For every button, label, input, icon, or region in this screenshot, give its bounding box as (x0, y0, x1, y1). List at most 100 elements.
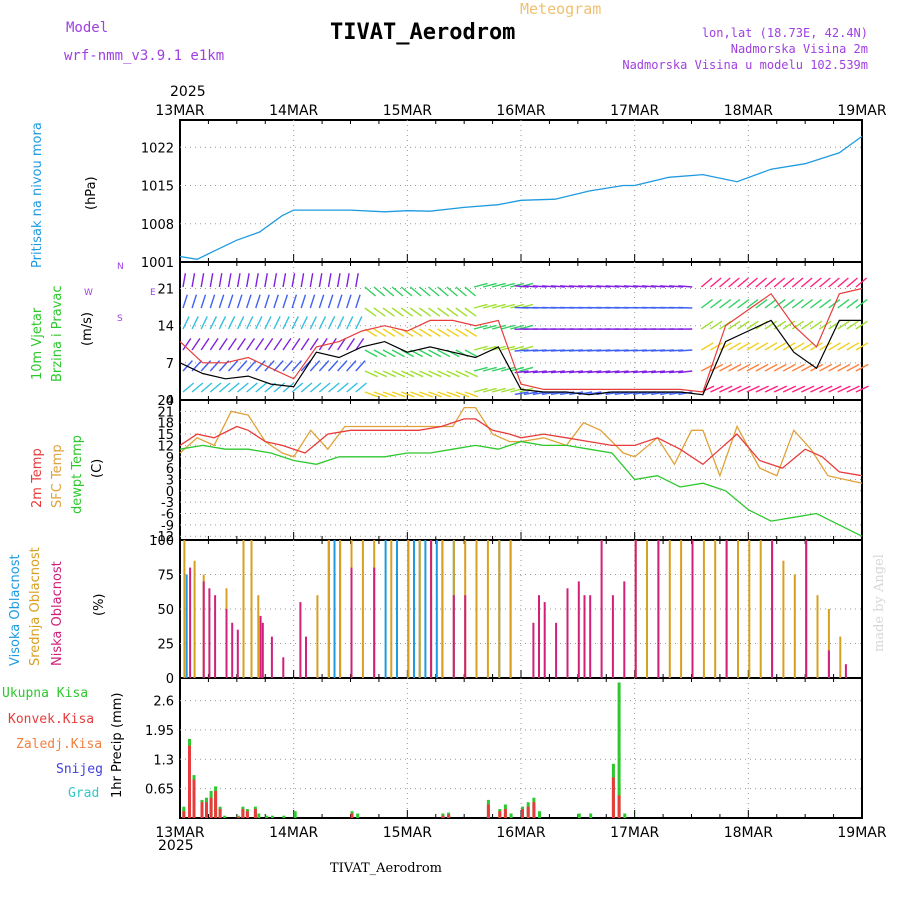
low-cloud-bar (373, 567, 376, 678)
wind-barb (819, 385, 833, 393)
pressure-line (179, 135, 863, 260)
mid-cloud-bar (680, 540, 683, 678)
wind-barb (291, 316, 299, 330)
wind-barb (773, 342, 787, 351)
mid-cloud-bar (759, 540, 762, 678)
wind-barb (782, 277, 795, 288)
wind-barb (464, 349, 478, 358)
wind-barb (300, 338, 310, 351)
year-bottom: 2025 (158, 838, 194, 854)
temperature-ytick-label: 18 (157, 417, 174, 432)
wind-barb (191, 273, 196, 288)
wind-barb (200, 294, 207, 309)
wind-barb (428, 286, 440, 297)
top-date-label: 14MAR (269, 103, 318, 119)
wind-barb (291, 382, 304, 393)
wind-barb (587, 370, 602, 374)
dewpt-line (179, 440, 863, 537)
wind-barb (419, 370, 433, 378)
wind-barb (737, 320, 750, 330)
wind-barb (491, 324, 506, 330)
conv-precip-bar (236, 816, 240, 818)
wind-barb (328, 382, 340, 393)
wind-barb (345, 273, 350, 288)
mid-cloud-bar (839, 636, 842, 678)
wind-barb (227, 338, 237, 351)
wind-barb (800, 320, 814, 330)
wind-barb (755, 277, 768, 288)
mid-cloud-bar (475, 540, 478, 678)
temperature-ytick-label: 3 (166, 473, 174, 488)
wind-barb (382, 370, 397, 378)
mid-cloud-bar (418, 540, 421, 678)
wind-barb (191, 382, 204, 393)
wind-gust-line (179, 287, 863, 393)
wind-barb (228, 382, 240, 393)
wind-barb (791, 277, 804, 288)
wind-barb (346, 316, 354, 330)
temperature-ytick-label: 6 (166, 462, 174, 477)
total-precip-bar (356, 813, 360, 818)
wind-barb (446, 370, 460, 378)
wind-barb (455, 391, 470, 398)
model-name: wrf-nmm_v3.9.1 e1km (64, 48, 225, 64)
wind-barb (578, 370, 593, 374)
cloud-ytick-label: 50 (157, 603, 174, 618)
wind-barb (491, 303, 506, 309)
wind-barb (373, 307, 386, 317)
wind-barb (282, 316, 290, 330)
wind-barb (373, 349, 387, 358)
wind-barb (719, 385, 733, 393)
wind-barb (560, 285, 575, 288)
total-precip-bar (265, 815, 269, 818)
wind-barb (237, 382, 249, 393)
low-cloud-bar (305, 636, 307, 678)
wind-barb (719, 299, 732, 309)
station-title: TIVAT_Aerodrom (330, 20, 516, 45)
temperature-ytick-label: 21 (157, 405, 174, 420)
wind-barb (255, 294, 261, 309)
wind-barb (782, 363, 796, 372)
low-cloud-bar (657, 540, 660, 678)
wind-barb (364, 286, 377, 297)
wind-barb (700, 342, 714, 351)
low-cloud-bar (236, 629, 239, 678)
low-cloud-bar (566, 588, 569, 678)
total-precip-bar (617, 682, 621, 818)
wind-barb (318, 338, 328, 351)
wind-barb (550, 285, 565, 288)
low-cloud-bar (691, 540, 694, 678)
bottom-date-label: 18MAR (724, 825, 773, 841)
top-date-label: 17MAR (610, 103, 659, 119)
wind-barb (464, 328, 478, 337)
wind-barb (200, 382, 213, 393)
wind-barb (650, 285, 666, 288)
wind-barb (614, 285, 629, 288)
low-cloud-bar (299, 602, 302, 678)
wind-barb (418, 286, 431, 297)
wind-barb (200, 316, 208, 330)
wind-barb (182, 294, 188, 309)
wind-barb (523, 285, 538, 288)
total-precip-bar (577, 813, 581, 818)
wind-barb (855, 385, 869, 393)
low-cloud-bar (725, 540, 728, 678)
wind-barb (419, 328, 432, 337)
total-precip-bar (509, 813, 513, 818)
legend-freezing-rain: Zaledj.Kisa (16, 737, 103, 752)
wind-barb (291, 338, 301, 351)
total-precip-bar (270, 815, 274, 818)
wind-barb (300, 382, 313, 393)
wind-barb (400, 370, 415, 378)
wind-barb (291, 294, 298, 309)
wind-barb (282, 273, 287, 288)
wind-barb (855, 342, 869, 351)
mid-cloud-bar (441, 540, 444, 678)
wind-barb (373, 391, 388, 398)
low-cloud-bar (261, 622, 264, 678)
wind-barb (464, 391, 479, 398)
wind-barb (569, 285, 584, 288)
wind-barb (773, 277, 786, 288)
wind-barb (491, 387, 506, 393)
mid-cloud-bar (339, 540, 342, 678)
